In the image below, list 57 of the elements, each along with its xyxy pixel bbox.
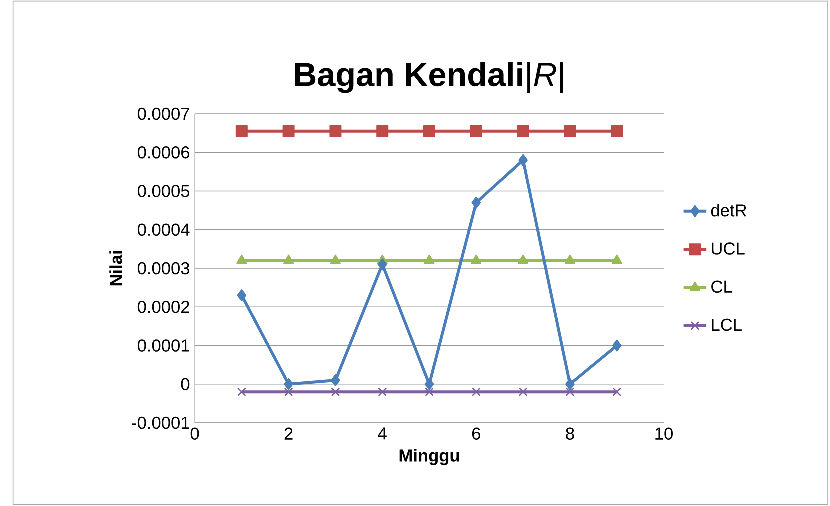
y-tick-label: 0.0005 xyxy=(138,185,190,198)
point xyxy=(284,388,294,397)
y-axis-title: Nilai xyxy=(110,251,122,286)
point xyxy=(378,388,388,397)
y-tick-label: 0.0001 xyxy=(138,340,190,352)
point xyxy=(518,388,528,397)
point xyxy=(472,388,481,397)
point xyxy=(330,254,341,264)
point xyxy=(612,340,622,352)
point xyxy=(425,388,434,397)
point xyxy=(564,125,576,138)
x-tick-label: 6 xyxy=(472,428,480,440)
y-tick-label: -0.0001 xyxy=(132,416,190,430)
point xyxy=(471,254,482,264)
point xyxy=(518,254,529,264)
point xyxy=(612,254,622,264)
y-tick-label: 0.0004 xyxy=(138,224,190,236)
legend-label: LCL xyxy=(712,318,742,332)
y-tick-label: 0 xyxy=(181,378,190,391)
x-tick-label: 10 xyxy=(656,428,673,440)
point xyxy=(236,125,248,138)
x-tick-label: 0 xyxy=(190,428,200,440)
x-axis-title: Minggu xyxy=(400,449,460,466)
legend-label: UCL xyxy=(712,242,745,255)
x-tick-label: 2 xyxy=(284,428,293,440)
point xyxy=(517,125,530,138)
point xyxy=(566,378,575,390)
point xyxy=(378,258,388,271)
point xyxy=(282,125,295,138)
y-tick-label: 0.0003 xyxy=(138,262,190,275)
y-tick-label: 0.0006 xyxy=(138,146,190,159)
point xyxy=(376,125,389,138)
point xyxy=(612,388,622,397)
point xyxy=(424,254,435,264)
point xyxy=(331,374,340,387)
point xyxy=(237,388,246,397)
point xyxy=(424,378,434,390)
point xyxy=(330,125,342,138)
point xyxy=(472,196,482,209)
point xyxy=(611,125,624,138)
legend-label: detR xyxy=(711,204,747,217)
point xyxy=(564,254,576,264)
point xyxy=(237,290,247,302)
y-tick-label: 0.0002 xyxy=(138,300,190,314)
legend-label: CL xyxy=(712,280,732,294)
point xyxy=(331,388,340,397)
point xyxy=(566,388,575,397)
y-tick-label: 0.0007 xyxy=(138,108,190,120)
x-tick-label: 8 xyxy=(566,428,574,440)
point xyxy=(284,254,294,264)
point xyxy=(518,154,528,166)
chart-title: Bagan Kendali|R| xyxy=(295,62,563,94)
x-tick-label: 4 xyxy=(378,428,387,440)
point xyxy=(470,125,482,138)
point xyxy=(284,378,294,390)
point xyxy=(424,125,436,138)
point xyxy=(236,254,248,264)
